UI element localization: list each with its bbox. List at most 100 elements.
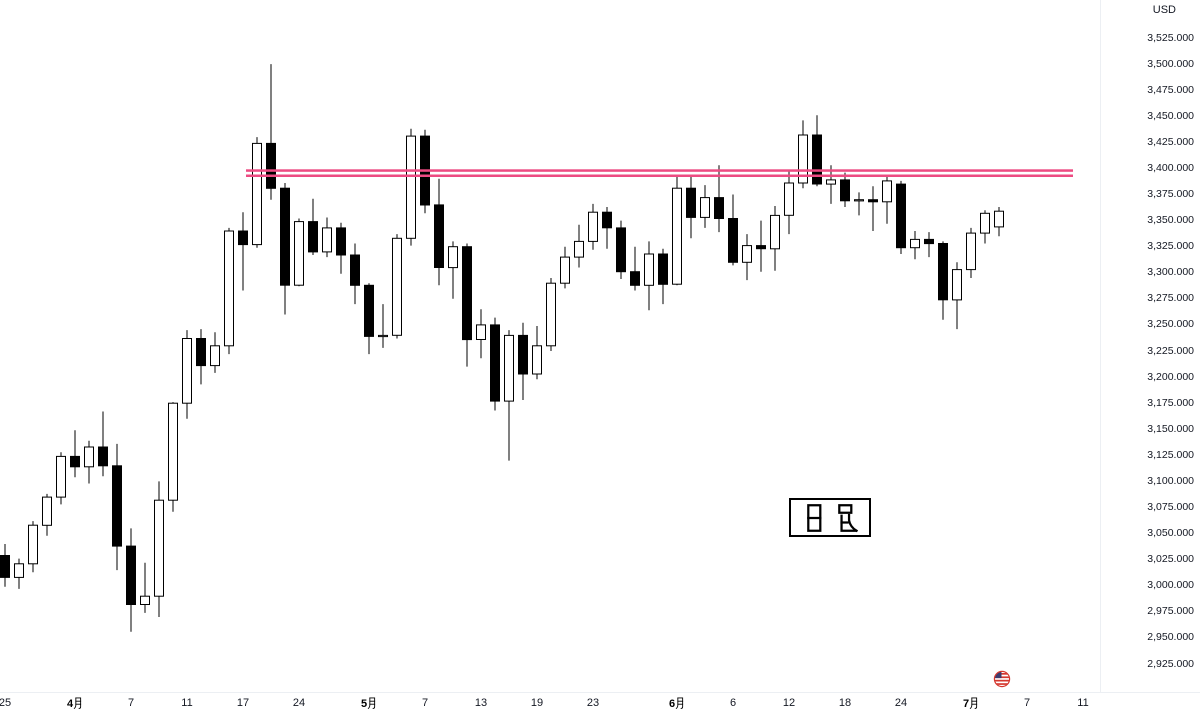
candle-body (644, 253, 654, 286)
candle-body (504, 334, 514, 402)
candle-body (392, 237, 402, 336)
candle-body (882, 180, 892, 203)
time-tick-label: 6 (729, 697, 737, 709)
price-tick-label: 3,425.000 (1147, 135, 1194, 148)
candle-body (574, 240, 584, 258)
candle-body (14, 563, 24, 578)
candle-body (154, 499, 164, 597)
candle-body (840, 179, 850, 202)
candle-body (378, 334, 388, 338)
candle-body (588, 211, 598, 242)
candle-body (910, 238, 920, 249)
time-tick-label: 24 (894, 697, 908, 709)
price-tick-label: 3,225.000 (1147, 344, 1194, 357)
candle-body (938, 243, 948, 301)
candle-body (238, 230, 248, 246)
price-tick-label: 3,100.000 (1147, 474, 1194, 487)
timeframe-annotation[interactable] (789, 498, 871, 537)
price-tick-label: 3,075.000 (1147, 501, 1194, 513)
candle-body (868, 199, 878, 203)
time-tick-label: 18 (838, 697, 852, 709)
price-axis[interactable]: USD 3,525.000 3,500.000 3,475.000 3,450.000… (1100, 0, 1200, 714)
price-tick-label: 3,000.000 (1147, 579, 1194, 592)
time-tick-label: 7 (963, 697, 979, 710)
horizontal-ray-line[interactable] (246, 174, 1073, 178)
candle-body (728, 218, 738, 263)
candle-body (140, 595, 150, 606)
candle-body (826, 179, 836, 185)
time-tick-label: 13 (474, 697, 488, 709)
price-tick-label: 3,325.000 (1147, 240, 1194, 253)
candle-body (672, 187, 682, 285)
time-tick-label: 7 (1023, 697, 1031, 709)
us-flag-icon[interactable] (993, 670, 1011, 688)
candle-body (518, 334, 528, 375)
candle-body (560, 256, 570, 284)
candle-body (812, 134, 822, 185)
price-tick-label: 3,400.000 (1147, 161, 1194, 174)
price-tick-label: 2,925.000 (1147, 657, 1194, 670)
price-tick-label: 3,150.000 (1147, 422, 1194, 435)
candle-body (280, 187, 290, 286)
candle-body (924, 238, 934, 245)
time-tick-label: 11 (1077, 697, 1089, 709)
price-tick-label: 3,050.000 (1147, 527, 1194, 540)
candle-body (42, 496, 52, 526)
candle-body (742, 245, 752, 263)
candle-body (770, 214, 780, 250)
candle-body (406, 135, 416, 239)
candle-body (350, 254, 360, 286)
candle-body (126, 545, 136, 605)
candle-body (308, 221, 318, 253)
candle-body (784, 182, 794, 216)
time-tick-label: 24 (292, 697, 306, 709)
price-tick-label: 3,500.000 (1147, 57, 1194, 70)
price-tick-label: 3,125.000 (1147, 448, 1194, 461)
price-tick-label: 3,450.000 (1147, 109, 1194, 122)
time-tick-label: 11 (181, 697, 193, 709)
candle-body (952, 269, 962, 301)
candle-body (630, 271, 640, 286)
candle-body (224, 230, 234, 347)
candle-body (196, 338, 206, 367)
time-tick-label: 25 (0, 697, 12, 709)
time-tick-label: 4 (67, 697, 83, 710)
price-tick-label: 3,475.000 (1147, 83, 1194, 96)
time-tick-label: 6 (669, 697, 685, 710)
time-tick-label: 17 (236, 697, 250, 709)
time-tick-label: 7 (127, 697, 135, 709)
candle-body (980, 212, 990, 234)
candle-body (476, 324, 486, 340)
candle-body (490, 324, 500, 402)
candle-body (210, 345, 220, 367)
horizontal-ray-line[interactable] (246, 169, 1073, 172)
price-tick-label: 2,975.000 (1147, 605, 1194, 618)
candle-body (252, 142, 262, 246)
candle-body (896, 183, 906, 249)
candle-body (56, 455, 66, 498)
candle-body (686, 187, 696, 218)
price-tick-label: 3,300.000 (1147, 266, 1194, 279)
time-tick-label: 23 (586, 697, 600, 709)
candle-body (294, 221, 304, 286)
candle-body (434, 204, 444, 268)
candle-body (0, 555, 10, 578)
price-tick-label: 2,950.000 (1147, 631, 1194, 644)
time-axis[interactable]: 25 4 7 11 17 24 5 7 13 19 23 6 6 12 18 24 7 7 11 (0, 692, 1200, 714)
price-tick-label: 3,200.000 (1147, 370, 1194, 383)
time-tick-label: 5 (361, 697, 377, 710)
candle-body (546, 282, 556, 347)
candle-body (854, 199, 864, 202)
candle-body (182, 338, 192, 404)
candle-body (112, 465, 122, 547)
candle-body (70, 455, 80, 468)
candle-body (168, 402, 178, 501)
candle-body (714, 197, 724, 220)
candle-body (322, 227, 332, 253)
price-tick-label: 3,025.000 (1147, 553, 1194, 566)
candle-body (448, 246, 458, 269)
candle-body (266, 142, 276, 189)
candle-body (616, 227, 626, 273)
